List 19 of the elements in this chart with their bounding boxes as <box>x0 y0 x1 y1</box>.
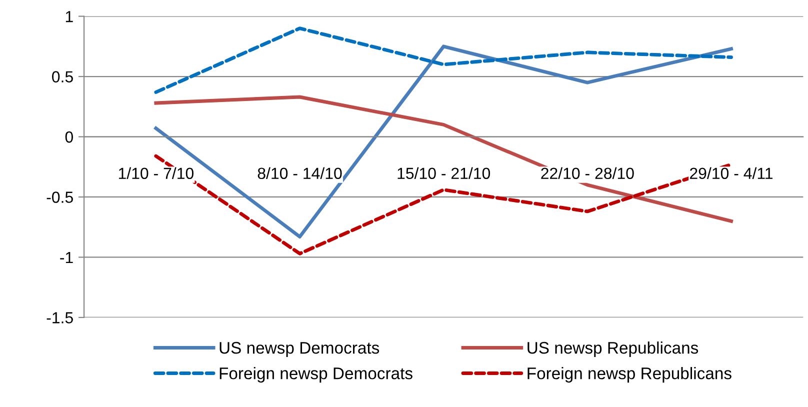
legend-label: US newsp Republicans <box>528 341 698 358</box>
x-tick-label: 1/10 - 7/10 <box>118 167 194 180</box>
line-series <box>154 44 733 238</box>
y-tick-label: 0.5 <box>52 71 73 82</box>
line-series <box>154 95 733 223</box>
line-series <box>154 26 733 94</box>
y-tick-label: -0.5 <box>46 192 73 203</box>
x-tick-label: 8/10 - 14/10 <box>258 167 342 180</box>
y-tick-label: -1.5 <box>46 312 73 324</box>
x-tick-label: 15/10 - 21/10 <box>398 167 490 180</box>
x-tick-label: 29/10 - 4/11 <box>690 167 772 180</box>
y-tick-label: 0 <box>65 131 73 143</box>
legend-label: US newsp Democrats <box>220 342 380 358</box>
x-tick-label: 22/10 - 28/10 <box>541 167 634 180</box>
legend-label: Foreign newsp Democrats <box>220 367 412 383</box>
y-tick-label: 1 <box>66 11 73 22</box>
y-tick-label: -1 <box>60 252 73 264</box>
legend-label: Foreign newsp Republicans <box>528 367 732 383</box>
line-series <box>154 154 733 256</box>
